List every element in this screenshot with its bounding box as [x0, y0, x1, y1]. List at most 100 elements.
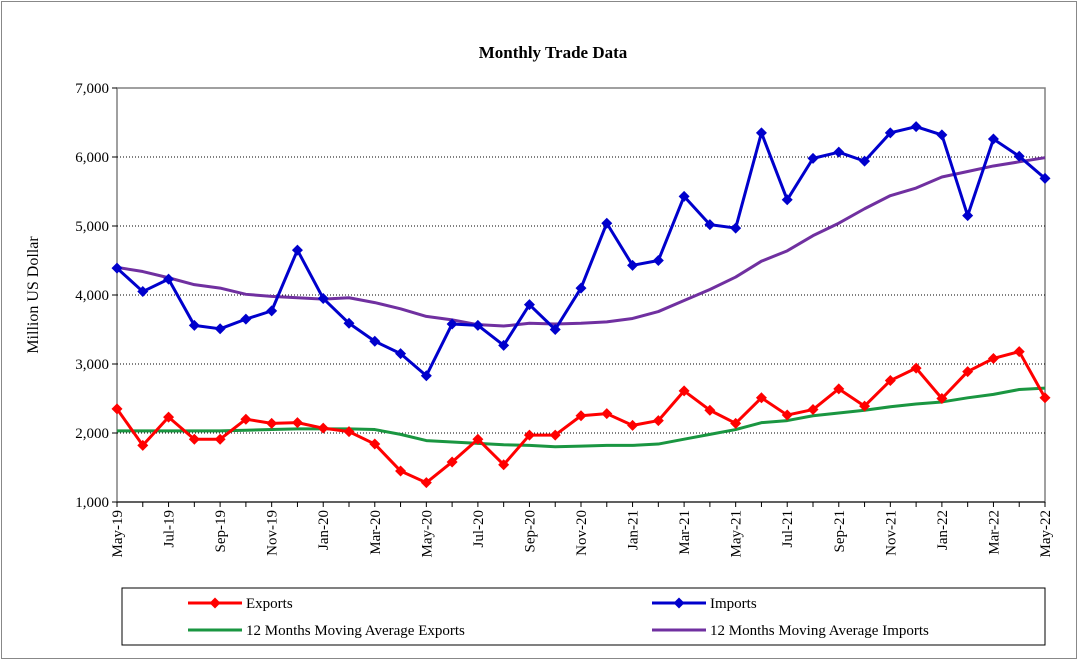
marker [1013, 150, 1025, 162]
marker [446, 456, 458, 468]
x-tick-label: May-20 [419, 510, 435, 558]
x-tick-label: Mar-21 [677, 510, 693, 555]
marker [833, 146, 845, 158]
marker [755, 127, 767, 139]
series-line [117, 386, 1046, 449]
legend-label: Imports [710, 596, 757, 612]
y-tick-label: 4,000 [75, 288, 109, 304]
marker [549, 429, 561, 441]
marker [163, 411, 175, 423]
y-tick-label: 2,000 [75, 426, 109, 442]
marker [678, 385, 690, 397]
legend-label: Exports [246, 596, 293, 612]
marker [240, 313, 252, 325]
marker [859, 400, 871, 412]
marker [575, 410, 587, 422]
marker [523, 299, 535, 311]
marker [395, 465, 407, 477]
y-tick-label: 3,000 [75, 357, 109, 373]
x-tick-label: May-22 [1038, 510, 1054, 558]
marker [936, 393, 948, 404]
marker [755, 392, 767, 404]
y-tick-label: 6,000 [75, 150, 109, 166]
marker [317, 292, 329, 304]
legend-label: 12 Months Moving Average Exports [246, 623, 465, 639]
x-tick-label: Jul-21 [780, 510, 796, 548]
x-tick-label: Jul-20 [471, 510, 487, 548]
marker [472, 433, 484, 445]
marker [549, 324, 561, 335]
marker [601, 408, 613, 420]
marker [498, 339, 510, 351]
x-tick-label: Nov-19 [265, 510, 281, 556]
y-tick-label: 5,000 [75, 219, 109, 235]
marker [240, 413, 252, 425]
marker [163, 273, 175, 285]
marker [781, 409, 793, 421]
marker [1039, 392, 1051, 404]
marker [214, 433, 226, 445]
marker [1039, 172, 1051, 184]
marker [395, 348, 407, 360]
marker [188, 319, 200, 331]
marker [652, 255, 664, 266]
marker [575, 282, 587, 294]
x-tick-label: May-21 [729, 510, 745, 558]
marker [498, 459, 510, 471]
marker [343, 426, 355, 438]
legend-marker [209, 597, 221, 609]
marker [704, 404, 716, 416]
marker [137, 439, 149, 451]
marker [188, 433, 200, 445]
marker [369, 438, 381, 450]
marker [730, 222, 742, 234]
marker [962, 210, 974, 222]
marker [627, 259, 639, 271]
marker [884, 127, 896, 139]
marker [1013, 346, 1025, 358]
marker [910, 362, 922, 374]
marker [291, 244, 303, 256]
x-tick-label: Jan-21 [626, 510, 642, 550]
marker [601, 217, 613, 229]
marker [472, 319, 484, 331]
x-tick-label: Nov-21 [883, 510, 899, 556]
marker [420, 370, 432, 382]
marker [266, 417, 278, 429]
marker [781, 194, 793, 206]
x-tick-label: Sep-21 [832, 510, 848, 553]
marker [137, 286, 149, 298]
marker [807, 404, 819, 416]
y-axis-label: Million US Dollar [25, 236, 42, 354]
marker [111, 403, 123, 415]
marker [807, 152, 819, 164]
y-tick-label: 7,000 [75, 81, 109, 97]
marker [704, 219, 716, 231]
x-tick-label: Jan-20 [316, 510, 332, 550]
x-tick-label: Jan-22 [935, 510, 951, 550]
x-tick-label: Sep-20 [522, 510, 538, 553]
marker [962, 366, 974, 378]
marker [730, 417, 742, 429]
x-tick-label: May-19 [110, 510, 126, 558]
chart-title: Monthly Trade Data [479, 43, 628, 62]
marker [523, 429, 535, 441]
x-tick-label: Mar-20 [368, 510, 384, 555]
marker [910, 121, 922, 133]
marker [627, 419, 639, 431]
marker [420, 477, 432, 489]
marker [833, 383, 845, 395]
marker [987, 133, 999, 145]
marker [317, 422, 329, 434]
x-tick-label: Nov-20 [574, 510, 590, 556]
legend-marker [673, 597, 685, 609]
marker [987, 352, 999, 364]
marker [266, 305, 278, 317]
marker [446, 318, 458, 330]
marker [678, 190, 690, 202]
x-tick-label: Sep-19 [213, 510, 229, 553]
marker [343, 317, 355, 329]
marker [884, 375, 896, 387]
x-tick-label: Mar-22 [986, 510, 1002, 555]
